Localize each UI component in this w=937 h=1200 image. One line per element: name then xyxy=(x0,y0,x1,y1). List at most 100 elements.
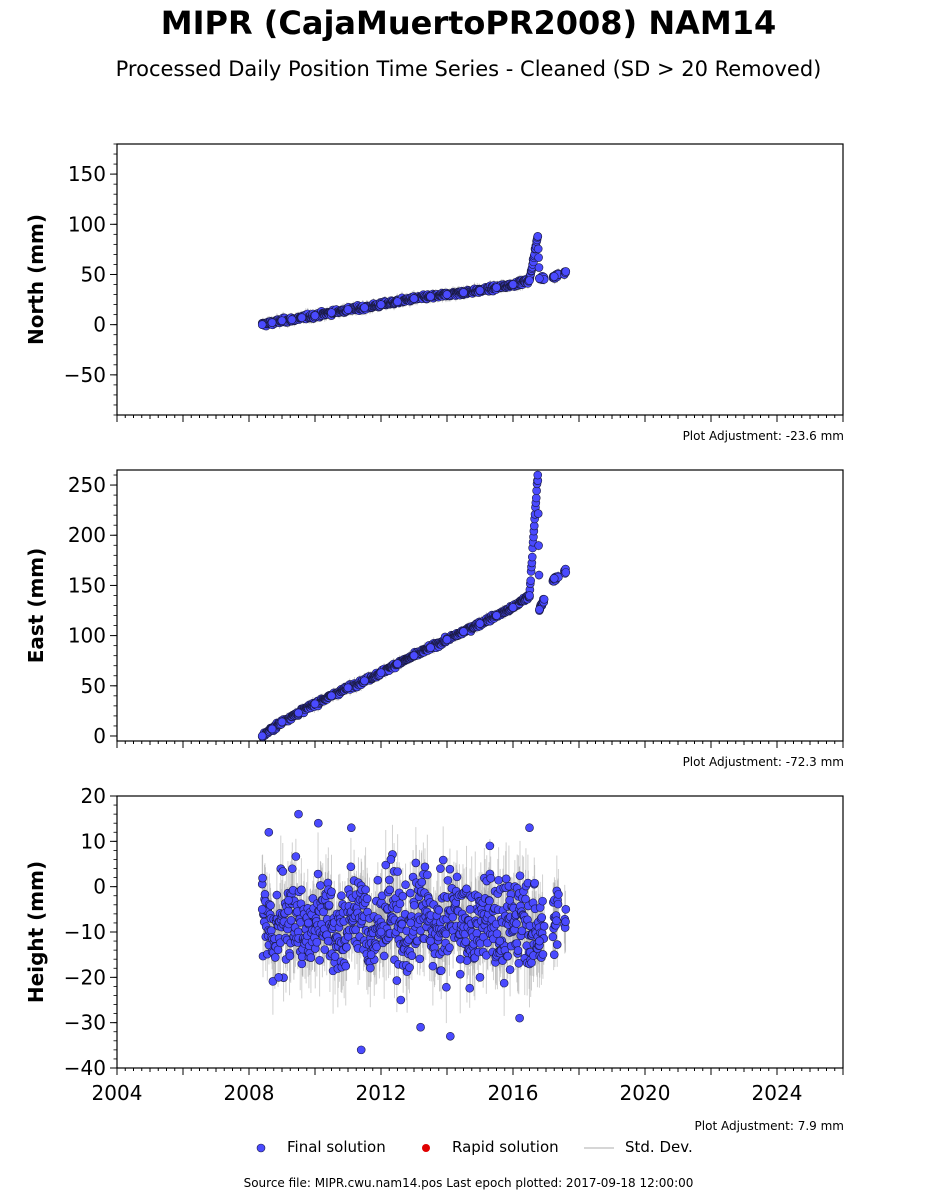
chart-subtitle: Processed Daily Position Time Series - C… xyxy=(115,57,822,81)
height-data-point xyxy=(260,890,270,899)
height-data-point xyxy=(273,945,283,955)
legend-final-label: Final solution xyxy=(287,1138,386,1156)
height-series-point xyxy=(337,891,346,901)
north-plot-adjustment: Plot Adjustment: -23.6 mm xyxy=(682,429,844,443)
north-series-point xyxy=(475,286,485,295)
height-y-tick-label: 10 xyxy=(81,829,106,853)
height-data-group xyxy=(257,809,571,1055)
height-series-point xyxy=(257,905,267,914)
height-data-point xyxy=(505,965,515,974)
height-y-tick-label: 0 xyxy=(93,875,106,899)
height-y-tick-label: −40 xyxy=(64,1056,106,1080)
height-data-point xyxy=(313,869,323,879)
east-data-point xyxy=(534,570,544,580)
height-series-point xyxy=(386,855,396,864)
height-data-point xyxy=(385,875,394,885)
height-data-point xyxy=(405,963,414,972)
height-data-point xyxy=(411,858,421,868)
height-data-point xyxy=(285,951,295,961)
height-data-point xyxy=(548,932,558,942)
height-series-point xyxy=(313,818,323,828)
height-data-point xyxy=(297,959,307,969)
height-data-point xyxy=(552,940,562,949)
east-series-point xyxy=(475,619,485,628)
height-data-point xyxy=(512,919,521,928)
north-series-point xyxy=(426,292,435,301)
height-data-point xyxy=(438,855,448,865)
north-series-point xyxy=(376,300,386,309)
east-data-point xyxy=(533,509,543,518)
north-y-axis-label: North (mm) xyxy=(24,214,48,345)
north-series-point xyxy=(549,272,559,281)
height-data-point xyxy=(465,983,475,993)
height-data-point xyxy=(287,864,297,874)
height-data-point xyxy=(258,873,267,883)
height-data-point xyxy=(286,916,296,925)
east-data-point xyxy=(531,493,541,503)
height-series-point xyxy=(264,827,274,837)
height-data-point xyxy=(513,946,523,955)
north-data-point xyxy=(533,244,543,254)
north-plot-frame xyxy=(116,143,844,416)
height-series-point xyxy=(356,1045,366,1055)
east-y-tick-label: 50 xyxy=(81,674,106,698)
height-data-point xyxy=(445,864,455,874)
north-series-point xyxy=(442,290,452,299)
height-data-point xyxy=(512,939,522,948)
height-series-point xyxy=(366,950,376,959)
height-data-point xyxy=(415,954,425,964)
height-y-tick-label: −10 xyxy=(64,920,106,944)
height-data-point xyxy=(486,873,495,883)
height-plot-adjustment: Plot Adjustment: 7.9 mm xyxy=(694,1119,844,1133)
height-data-point xyxy=(351,925,360,935)
height-data-point xyxy=(330,952,340,961)
height-data-point xyxy=(538,896,547,906)
height-data-point xyxy=(385,885,395,895)
height-data-point xyxy=(395,899,405,909)
north-series-point xyxy=(297,313,307,322)
height-data-point xyxy=(381,860,391,870)
east-series-point xyxy=(327,691,336,701)
height-series-point xyxy=(525,823,534,833)
height-series-point xyxy=(505,895,515,905)
height-x-tick-label: 2020 xyxy=(620,1081,671,1105)
north-series-point xyxy=(459,288,468,297)
north-series-point xyxy=(533,232,543,241)
height-data-point xyxy=(406,888,415,898)
height-data-point xyxy=(372,942,381,952)
east-series-point xyxy=(310,699,320,709)
height-data-point xyxy=(537,913,547,922)
east-y-axis-label: East (mm) xyxy=(24,548,48,664)
height-series-point xyxy=(535,936,544,946)
height-data-point xyxy=(291,852,301,861)
height-data-point xyxy=(492,929,502,939)
height-x-tick-label: 2012 xyxy=(356,1081,407,1105)
height-series-point xyxy=(323,936,333,946)
east-series-point xyxy=(376,668,386,678)
height-data-point xyxy=(538,950,548,959)
source-footer: Source file: MIPR.cwu.nam14.pos Last epo… xyxy=(243,1176,694,1190)
east-y-tick-label: 100 xyxy=(68,624,106,648)
height-series-point xyxy=(274,973,284,982)
height-series-point xyxy=(396,995,406,1005)
std-dev-marker xyxy=(584,1147,614,1149)
height-data-point xyxy=(272,890,282,900)
height-x-tick-label: 2008 xyxy=(224,1081,275,1105)
height-series-point xyxy=(304,918,313,928)
height-data-point xyxy=(515,871,525,881)
chart-title: MIPR (CajaMuertoPR2008) NAM14 xyxy=(160,4,777,42)
east-y-tick-label: 150 xyxy=(68,573,106,597)
height-data-point xyxy=(483,938,492,948)
height-series-point xyxy=(455,954,465,964)
height-data-point xyxy=(442,982,451,992)
height-data-point xyxy=(553,899,563,909)
north-series-point xyxy=(492,283,501,292)
height-data-point xyxy=(373,875,383,885)
north-series-point xyxy=(327,308,336,317)
height-data-point xyxy=(452,872,462,882)
height-series-point xyxy=(426,936,435,946)
height-data-point xyxy=(539,921,549,931)
north-series-point xyxy=(287,315,297,324)
east-y-tick-label: 250 xyxy=(68,473,106,497)
